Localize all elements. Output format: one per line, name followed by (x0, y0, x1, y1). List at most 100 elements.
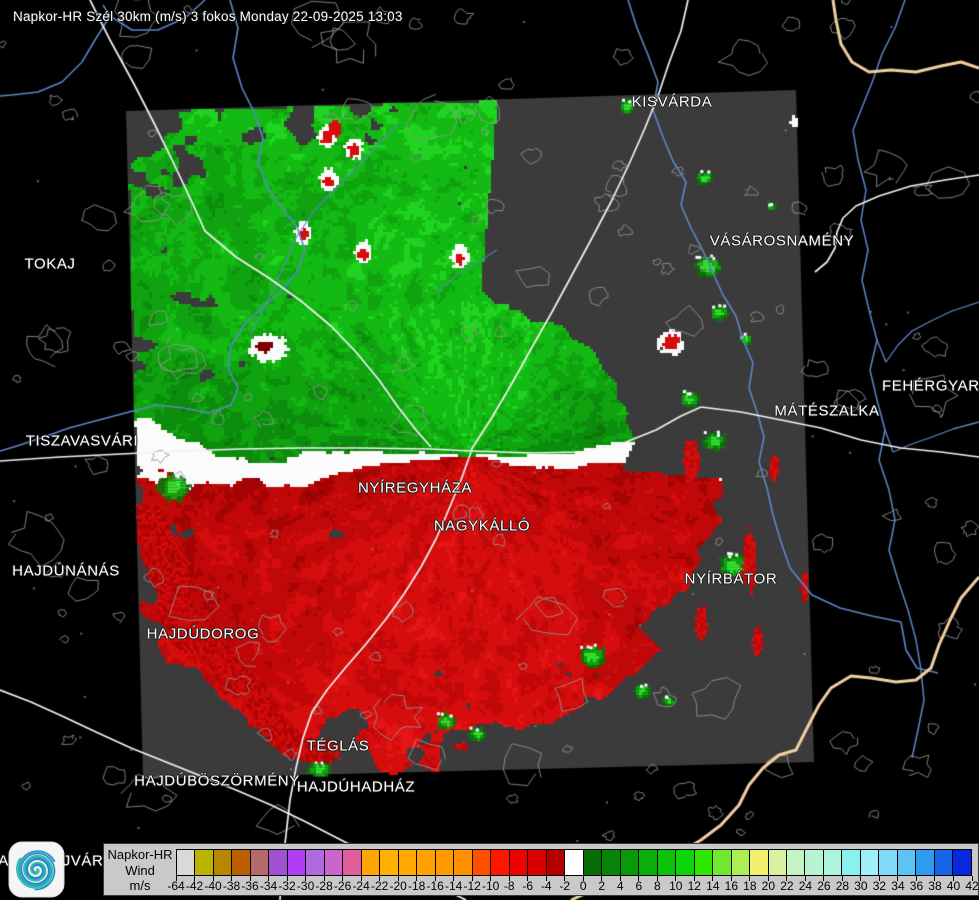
legend-tick (453, 876, 455, 881)
legend-swatch (343, 850, 362, 875)
legend-swatch (713, 850, 732, 875)
legend-tick-label: -10 (482, 879, 500, 893)
legend-tick (305, 876, 307, 881)
city-label-nyrbtor: NYÍRBÁTOR (684, 570, 778, 588)
legend-tick (897, 876, 899, 881)
legend-tick-label: -26 (333, 879, 352, 893)
legend-tick (767, 876, 769, 881)
legend-swatch (805, 850, 824, 875)
legend-tick-label: -4 (540, 879, 552, 893)
city-label-nyregyhza: NYÍREGYHÁZA (357, 479, 473, 497)
legend-tick-label: 18 (743, 879, 757, 893)
legend-swatch (657, 850, 677, 875)
legend-tick-label: 12 (687, 879, 701, 893)
legend-tick-label: 34 (891, 879, 905, 893)
napkor-logo (8, 841, 65, 898)
city-label-tgls: TÉGLÁS (306, 737, 370, 755)
legend-swatch (897, 850, 917, 875)
legend-tick (490, 876, 492, 881)
legend-tick (786, 876, 788, 881)
spiral-stroke (18, 850, 56, 887)
legend-tick (749, 876, 751, 881)
legend-tick-label: 40 (946, 879, 961, 893)
legend-caption: Napkor-HR Wind m/s (106, 847, 174, 894)
legend-swatch (546, 850, 566, 875)
legend-tick-label: 38 (928, 879, 942, 893)
legend-tick (212, 876, 214, 881)
city-label-hajdbszrmny: HAJDÚBÖSZÖRMÉNY (134, 772, 300, 790)
legend-swatch (269, 850, 288, 875)
legend-swatch (639, 850, 658, 875)
legend-tick-label: -36 (241, 879, 259, 893)
legend-tick (527, 876, 529, 881)
legend-swatch (361, 850, 381, 875)
legend-swatch (768, 850, 787, 875)
city-label-fehrgyarmat: FEHÉRGYARMAT (882, 377, 979, 395)
legend-tick (841, 876, 843, 881)
legend-swatch (916, 850, 935, 875)
legend-tick-label: -34 (259, 879, 278, 893)
legend-tick-label: -18 (407, 879, 426, 893)
legend-swatch (213, 850, 233, 875)
legend-tick-label: -42 (185, 879, 204, 893)
legend-tick (823, 876, 825, 881)
legend-swatch (676, 850, 695, 875)
legend-tick (915, 876, 917, 881)
legend-tick (860, 876, 862, 881)
legend-tick (175, 876, 177, 881)
legend-swatch (565, 850, 584, 875)
legend-swatch (398, 850, 418, 875)
legend-color-scale (176, 849, 972, 876)
legend-tick-label: -8 (503, 879, 515, 893)
legend-tick (416, 876, 418, 881)
legend-swatch (250, 850, 270, 875)
legend-swatch (583, 850, 603, 875)
legend-swatch (602, 850, 621, 875)
legend-tick-label: -2 (559, 879, 571, 893)
legend-tick (656, 876, 658, 881)
legend-tick (934, 876, 936, 881)
legend-tick-label: -28 (315, 879, 333, 893)
spiral-stroke (20, 852, 56, 891)
legend-tick (675, 876, 677, 881)
city-label-mtszalka: MÁTÉSZALKA (774, 402, 880, 420)
legend-tick-label: -64 (167, 879, 185, 893)
legend-swatch (306, 850, 325, 875)
legend-tick (397, 876, 399, 881)
legend-tick (712, 876, 714, 881)
legend-tick (231, 876, 233, 881)
legend-product: Napkor-HR (107, 847, 173, 862)
legend-tick-label: 26 (817, 879, 831, 893)
legend-tick (619, 876, 621, 881)
legend-tick-label: 2 (598, 879, 606, 893)
legend-tick-label: -12 (463, 879, 481, 893)
legend-parameter: Wind (125, 862, 155, 878)
legend-tick (804, 876, 806, 881)
legend-swatch (786, 850, 806, 875)
city-label-vsrosnamny: VÁSÁROSNAMÉNY (709, 232, 855, 250)
legend-swatch (195, 850, 214, 875)
legend-tick-label: 16 (724, 879, 739, 893)
legend-tick (582, 876, 584, 881)
legend-tick-label: -40 (204, 879, 222, 893)
legend-swatch (934, 850, 954, 875)
legend-swatch (491, 850, 510, 875)
legend-tick-label: 36 (909, 879, 924, 893)
legend-tick-label: 28 (835, 879, 850, 893)
legend-swatch (842, 850, 861, 875)
legend-tick (952, 876, 954, 881)
legend-tick-label: -14 (445, 879, 463, 893)
legend-swatch (509, 850, 529, 875)
legend-tick (508, 876, 510, 881)
legend-swatch (454, 850, 473, 875)
legend-tick (878, 876, 880, 881)
legend-tick-label: 42 (965, 879, 979, 893)
legend-tick-label: 10 (669, 879, 683, 893)
legend-swatch (472, 850, 492, 875)
legend-tick (360, 876, 362, 881)
city-label-hajddorog: HAJDÚDOROG (146, 625, 260, 643)
legend-tick-label: 24 (798, 879, 813, 893)
legend-tick (638, 876, 640, 881)
legend-tick (471, 876, 473, 881)
